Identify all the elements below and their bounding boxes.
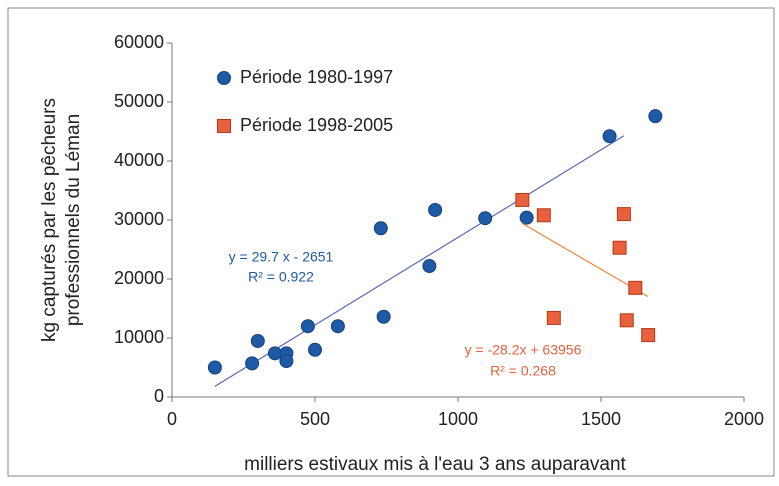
point: [373, 221, 388, 236]
point: [628, 280, 643, 295]
trendline-equation: y = 29.7 x - 2651: [229, 249, 334, 265]
trendline-equation: y = -28.2x + 63956: [465, 342, 582, 358]
point: [245, 356, 260, 371]
point: [207, 360, 222, 375]
trendline: [214, 135, 625, 387]
y-tick-label: 30000: [114, 209, 164, 229]
trendline-r2: R² = 0.922: [248, 269, 314, 285]
x-tick-label: 1000: [438, 409, 478, 429]
legend-label: Période 1980-1997: [240, 67, 393, 87]
point: [422, 259, 437, 274]
point: [612, 240, 627, 255]
y-axis-label: professionnels du Léman: [63, 114, 84, 326]
point: [619, 313, 634, 328]
trendline: [521, 222, 649, 298]
point: [641, 328, 656, 343]
x-tick-label: 1500: [581, 409, 621, 429]
point: [250, 333, 265, 348]
point: [536, 208, 551, 223]
y-tick-label: 60000: [114, 32, 164, 52]
chart-frame: [7, 7, 775, 477]
point: [648, 109, 663, 124]
point: [428, 202, 443, 217]
point: [478, 211, 493, 226]
point: [602, 129, 617, 144]
point: [546, 310, 561, 325]
legend-label: Période 1998-2005: [240, 115, 393, 135]
y-axis-label: kg capturés par les pêcheurs: [39, 98, 60, 342]
point: [519, 210, 534, 225]
x-tick-label: 0: [167, 409, 177, 429]
point: [300, 319, 315, 334]
y-tick-label: 10000: [114, 327, 164, 347]
x-tick-label: 2000: [724, 409, 764, 429]
trendline-r2: R² = 0.268: [490, 363, 556, 379]
legend-marker: [217, 119, 231, 133]
point: [616, 207, 631, 222]
x-tick-label: 500: [300, 409, 330, 429]
y-tick-label: 40000: [114, 150, 164, 170]
point: [376, 309, 391, 324]
legend-marker: [217, 71, 231, 85]
point: [308, 342, 322, 357]
point: [279, 354, 294, 369]
x-axis-label: milliers estivaux mis à l'eau 3 ans aupa…: [244, 454, 626, 475]
y-tick-label: 20000: [114, 268, 164, 288]
y-tick-label: 50000: [114, 91, 164, 111]
y-tick-label: 0: [154, 386, 164, 406]
point: [515, 192, 530, 207]
point: [330, 319, 345, 334]
